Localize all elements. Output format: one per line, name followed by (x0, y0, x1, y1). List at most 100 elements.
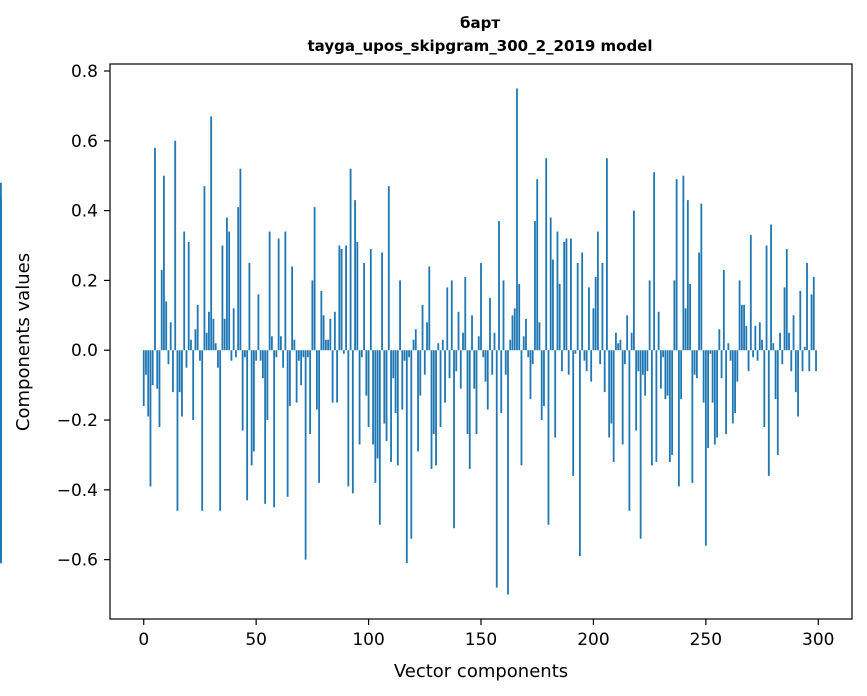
bar-210 (615, 332, 617, 351)
bar-180 (547, 350, 550, 525)
bar-257 (720, 350, 723, 379)
bar-188 (565, 238, 568, 351)
bar-120 (412, 339, 415, 351)
bar-53 (262, 350, 264, 379)
bar-26 (201, 350, 204, 511)
bar-287 (788, 332, 790, 351)
bar-74 (309, 350, 312, 434)
bar-167 (518, 283, 521, 351)
bar-154 (489, 297, 491, 351)
bar-148 (475, 350, 478, 434)
bar-98 (363, 262, 365, 351)
bar-251 (707, 350, 709, 448)
bar-52 (259, 350, 262, 361)
bar-6 (156, 350, 159, 389)
bar-272 (754, 325, 757, 351)
bar-76 (313, 207, 316, 351)
bar-234 (668, 350, 671, 462)
bar-246 (695, 350, 698, 379)
bar-172 (529, 350, 532, 400)
bar-182 (552, 259, 554, 351)
bar-130 (435, 350, 437, 466)
bar-269 (747, 350, 750, 372)
bar-255 (716, 350, 718, 438)
bar-173 (531, 350, 534, 365)
bar-43 (239, 168, 242, 351)
bar-245 (693, 350, 696, 375)
bar-80 (322, 315, 325, 351)
bar-100 (367, 350, 370, 428)
bar-18 (183, 231, 186, 351)
bar-217 (630, 332, 633, 351)
bar-249 (702, 350, 705, 403)
bar-432 (0, 350, 2, 473)
bar-7 (158, 350, 161, 428)
bar-163 (509, 339, 512, 351)
bar-200 (592, 308, 595, 351)
bar-213 (621, 350, 624, 445)
bar-125 (423, 350, 426, 375)
bar-230 (659, 350, 662, 389)
bar-95 (356, 242, 359, 351)
bar-50 (255, 350, 258, 361)
bar-259 (725, 350, 727, 434)
bar-73 (306, 350, 309, 358)
bar-32 (214, 343, 217, 351)
x-tick-label: 250 (690, 630, 722, 650)
bar-291 (797, 350, 799, 417)
bar-244 (691, 350, 694, 483)
bar-237 (675, 179, 678, 351)
bar-102 (372, 350, 374, 445)
bar-183 (554, 350, 557, 438)
bar-263 (734, 350, 736, 414)
bar-278 (767, 350, 770, 476)
bar-276 (763, 350, 766, 428)
bar-159 (500, 350, 503, 414)
bar-106 (381, 252, 383, 351)
bar-75 (311, 280, 314, 351)
bar-222 (641, 350, 644, 375)
bar-17 (181, 350, 183, 417)
bar-165 (513, 308, 516, 351)
bar-119 (410, 350, 413, 539)
bar-252 (709, 350, 712, 354)
bar-265 (738, 280, 741, 351)
bar-24 (196, 304, 199, 351)
bar-41 (235, 350, 237, 358)
bar-277 (765, 245, 768, 351)
bar-128 (430, 350, 433, 469)
bar-92 (349, 168, 352, 351)
bar-168 (520, 350, 523, 466)
bar-156 (493, 332, 496, 351)
bar-169 (522, 336, 525, 351)
bar-185 (558, 283, 561, 351)
bar-233 (666, 350, 669, 396)
bar-59 (275, 350, 278, 358)
bar-36 (223, 318, 226, 351)
bar-35 (221, 245, 224, 351)
bar-13 (172, 350, 174, 393)
bar-186 (561, 350, 563, 372)
bar-46 (246, 350, 249, 501)
bar-0 (142, 350, 145, 407)
x-tick-label: 0 (138, 630, 149, 650)
bar-280 (772, 343, 775, 351)
bar-124 (421, 304, 424, 351)
bar-286 (785, 249, 788, 351)
bar-236 (673, 280, 676, 351)
bar-49 (253, 350, 255, 452)
bar-297 (810, 294, 813, 351)
bar-12 (169, 322, 172, 351)
bar-282 (776, 350, 779, 455)
bar-216 (628, 350, 631, 511)
bar-82 (327, 339, 329, 351)
y-tick-label: −0.2 (57, 411, 98, 431)
bar-8 (160, 269, 163, 351)
bar-109 (387, 186, 390, 351)
bar-238 (677, 350, 680, 487)
bar-16 (178, 350, 181, 393)
bar-133 (441, 339, 444, 351)
bar-296 (808, 350, 811, 372)
bar-228 (655, 350, 658, 462)
bar-241 (684, 308, 687, 351)
